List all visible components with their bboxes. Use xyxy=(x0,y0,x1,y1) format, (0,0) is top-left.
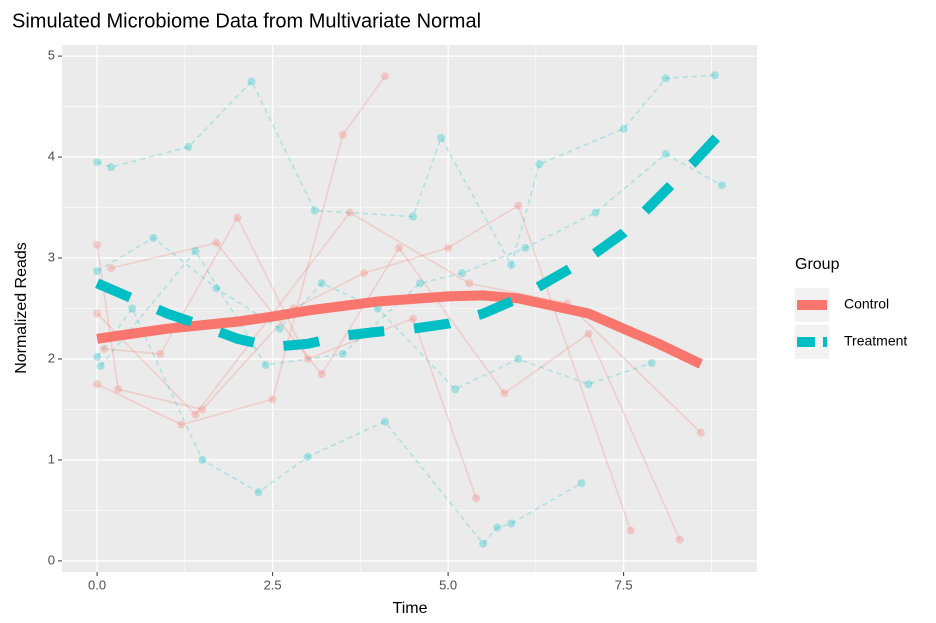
subject-point xyxy=(591,208,600,217)
subject-point xyxy=(191,246,200,255)
subject-point xyxy=(107,163,116,172)
subject-point xyxy=(458,269,467,278)
subject-point xyxy=(128,304,137,313)
subject-point xyxy=(451,385,460,394)
subject-line xyxy=(99,153,723,367)
chart-title: Simulated Microbiome Data from Multivari… xyxy=(12,10,481,32)
subject-point xyxy=(303,354,312,363)
subject-point xyxy=(212,238,221,247)
subject-point xyxy=(275,324,284,333)
subject-point xyxy=(696,428,705,437)
x-tick-label: 2.5 xyxy=(264,577,282,592)
subject-point xyxy=(359,269,368,278)
y-axis-title: Normalized Reads xyxy=(13,242,30,374)
y-tick-label: 3 xyxy=(48,249,55,264)
smooth-line xyxy=(95,128,726,352)
subject-point xyxy=(93,352,102,361)
y-tick-label: 0 xyxy=(48,552,55,567)
subject-point xyxy=(156,349,165,358)
subject-point xyxy=(416,279,425,288)
subject-point xyxy=(212,284,221,293)
subject-point xyxy=(268,395,277,404)
subject-point xyxy=(233,213,242,222)
subject-line xyxy=(96,204,632,531)
subject-point xyxy=(93,240,102,249)
y-tick-label: 4 xyxy=(48,149,55,164)
legend-label: Treatment xyxy=(844,333,907,349)
subject-point xyxy=(661,150,670,159)
subject-point xyxy=(310,206,319,215)
subject-line xyxy=(96,75,386,426)
subject-point xyxy=(114,385,123,394)
subject-point xyxy=(619,124,628,133)
subject-point xyxy=(472,494,481,503)
y-tick-label: 2 xyxy=(48,350,55,365)
subject-point xyxy=(93,309,102,318)
subject-point xyxy=(198,455,207,464)
smooth-line xyxy=(96,290,703,369)
subject-point xyxy=(717,181,726,190)
y-tick-label: 5 xyxy=(48,48,55,63)
subject-point xyxy=(177,420,186,429)
subject-point xyxy=(584,380,593,389)
subject-point xyxy=(493,523,502,532)
subject-point xyxy=(107,264,116,273)
subject-point xyxy=(394,243,403,252)
subject-point xyxy=(338,349,347,358)
subject-point xyxy=(345,208,354,217)
x-tick-label: 0.0 xyxy=(88,577,106,592)
legend-title: Group xyxy=(795,256,840,273)
subject-point xyxy=(93,380,102,389)
x-tick-label: 5.0 xyxy=(439,577,457,592)
subject-point xyxy=(465,279,474,288)
subject-point xyxy=(317,370,326,379)
subject-point xyxy=(626,526,635,535)
subject-point xyxy=(380,417,389,426)
subject-point xyxy=(507,261,516,270)
subject-point xyxy=(409,212,418,221)
subject-point xyxy=(675,535,684,544)
subject-point xyxy=(93,267,102,276)
subject-point xyxy=(317,279,326,288)
subject-point xyxy=(710,71,719,80)
subject-point xyxy=(514,201,523,210)
legend-label: Control xyxy=(844,296,889,312)
subject-point xyxy=(661,74,670,83)
subject-line xyxy=(110,241,681,541)
subject-point xyxy=(380,72,389,81)
subject-point xyxy=(191,410,200,419)
subject-point xyxy=(149,233,158,242)
subject-point xyxy=(303,452,312,461)
subject-point xyxy=(437,133,446,142)
subject-point xyxy=(507,519,516,528)
subject-point xyxy=(184,142,193,151)
x-axis-title: Time xyxy=(393,600,428,617)
subject-point xyxy=(254,488,263,497)
subject-point xyxy=(409,314,418,323)
subject-point xyxy=(93,158,102,167)
subject-point xyxy=(338,130,347,139)
subject-point xyxy=(535,160,544,169)
subject-point xyxy=(647,359,656,368)
subject-point xyxy=(96,362,105,371)
y-tick-label: 1 xyxy=(48,451,55,466)
subject-line xyxy=(96,306,582,545)
subject-line xyxy=(96,211,702,434)
subject-point xyxy=(584,329,593,338)
subject-point xyxy=(247,77,256,86)
x-tick-label: 7.5 xyxy=(615,577,633,592)
subject-point xyxy=(500,389,509,398)
subject-point xyxy=(521,243,530,252)
subject-point xyxy=(261,361,270,370)
subject-line xyxy=(104,215,477,499)
subject-point xyxy=(479,539,488,548)
subject-point xyxy=(444,243,453,252)
subject-line xyxy=(96,74,715,268)
subject-point xyxy=(577,479,586,488)
subject-point xyxy=(514,354,523,363)
subject-point xyxy=(100,344,109,353)
subject-point xyxy=(198,405,207,414)
